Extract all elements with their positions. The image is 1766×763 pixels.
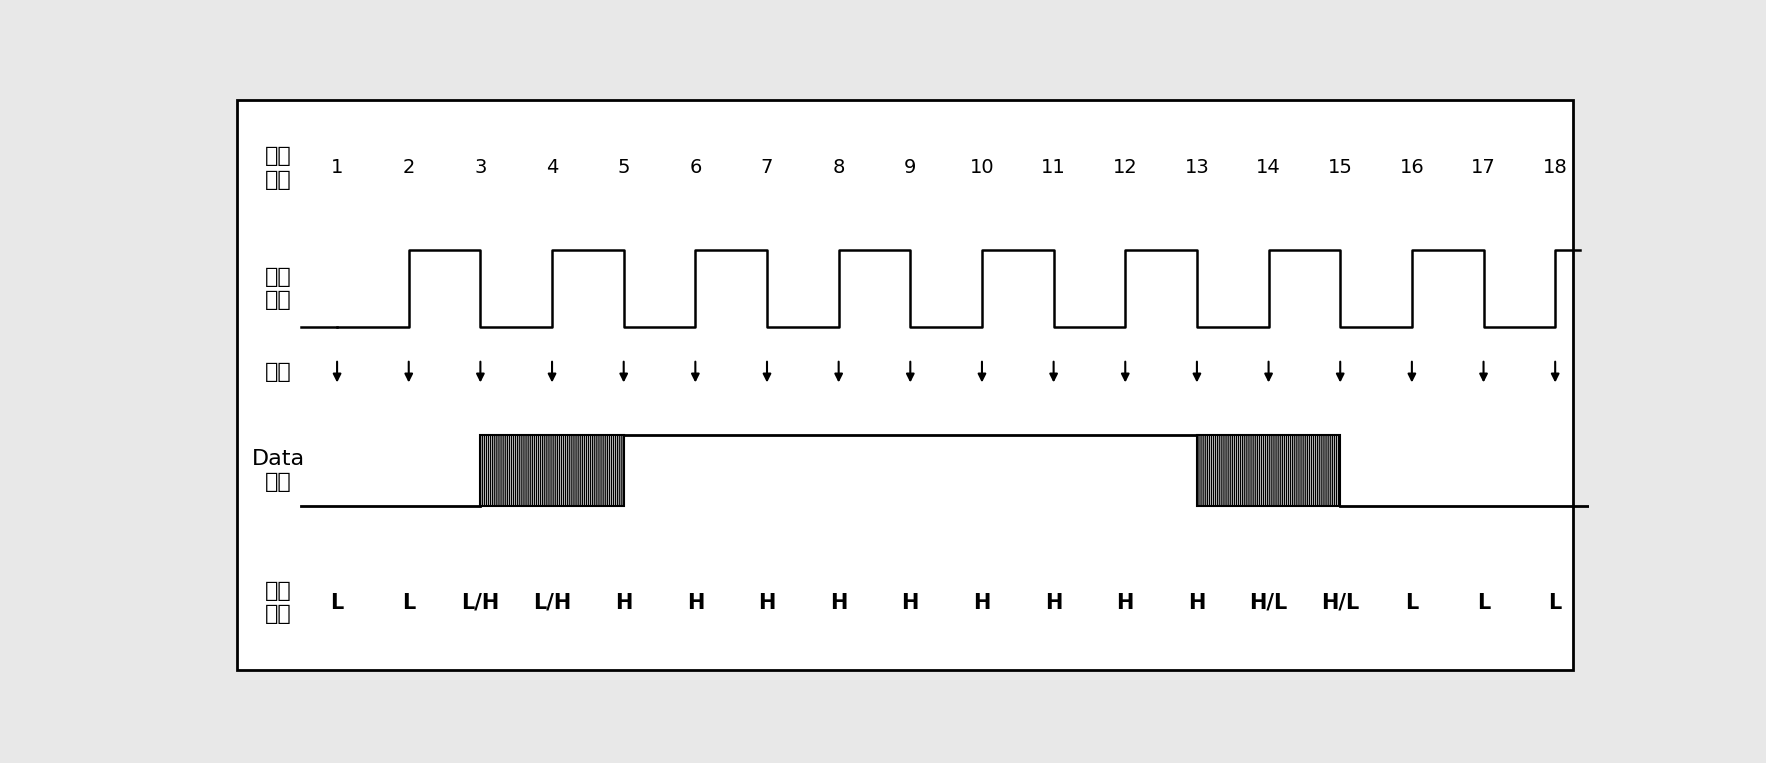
Text: H: H — [973, 593, 991, 613]
Text: 采样: 采样 — [265, 362, 291, 382]
Text: H: H — [758, 593, 775, 613]
Text: 13: 13 — [1185, 159, 1210, 178]
Text: H: H — [615, 593, 632, 613]
Text: L: L — [1406, 593, 1418, 613]
Text: 5: 5 — [618, 159, 630, 178]
Text: 16: 16 — [1399, 159, 1423, 178]
Text: 14: 14 — [1256, 159, 1280, 178]
Text: 1: 1 — [330, 159, 343, 178]
Text: L: L — [1549, 593, 1561, 613]
Text: H/L: H/L — [1321, 593, 1360, 613]
Text: H: H — [687, 593, 705, 613]
Text: 10: 10 — [970, 159, 994, 178]
Text: 时钟
序列: 时钟 序列 — [265, 146, 291, 189]
Text: 15: 15 — [1328, 159, 1353, 178]
Bar — [480, 435, 623, 506]
Text: 11: 11 — [1042, 159, 1067, 178]
Text: 12: 12 — [1113, 159, 1137, 178]
Text: 3: 3 — [475, 159, 487, 178]
Text: H: H — [1189, 593, 1206, 613]
Text: L/H: L/H — [533, 593, 570, 613]
Text: L/H: L/H — [461, 593, 500, 613]
Text: H: H — [830, 593, 848, 613]
FancyBboxPatch shape — [237, 101, 1574, 670]
Text: 17: 17 — [1471, 159, 1496, 178]
Bar — [1197, 435, 1340, 506]
Text: 采样
数据: 采样 数据 — [265, 581, 291, 624]
Text: 8: 8 — [832, 159, 844, 178]
Text: L: L — [1476, 593, 1491, 613]
Text: 6: 6 — [689, 159, 701, 178]
Text: H/L: H/L — [1250, 593, 1287, 613]
Text: H: H — [902, 593, 918, 613]
Text: 9: 9 — [904, 159, 917, 178]
Text: 4: 4 — [546, 159, 558, 178]
Text: 2: 2 — [403, 159, 415, 178]
Text: 7: 7 — [761, 159, 774, 178]
Text: L: L — [330, 593, 344, 613]
Text: 时钟
波形: 时钟 波形 — [265, 267, 291, 310]
Text: Data
波形: Data 波形 — [253, 449, 306, 492]
Text: H: H — [1116, 593, 1134, 613]
Text: L: L — [403, 593, 415, 613]
Text: H: H — [1045, 593, 1063, 613]
Text: 18: 18 — [1543, 159, 1568, 178]
